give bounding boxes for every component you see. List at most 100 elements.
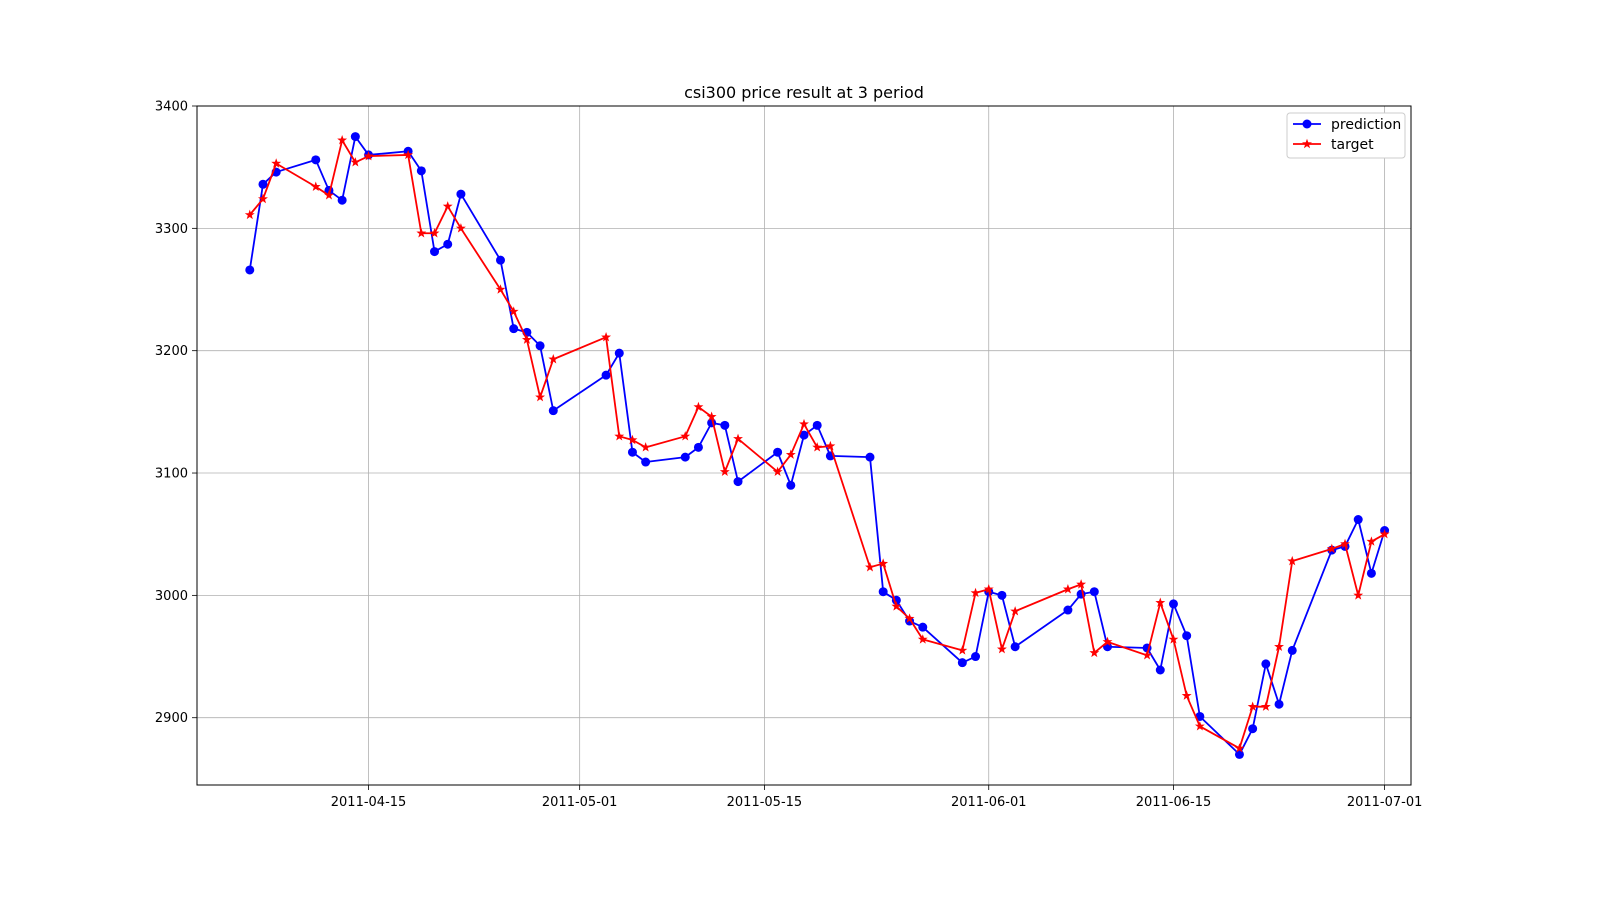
prediction-point [443, 239, 453, 249]
target-point [350, 157, 361, 167]
x-tick-label: 2011-07-01 [1347, 795, 1423, 810]
target-point [548, 354, 559, 364]
prediction-point [918, 622, 928, 632]
prediction-point [693, 442, 703, 452]
target-point [508, 306, 519, 316]
target-point [244, 209, 255, 220]
y-tick-label: 3000 [155, 589, 188, 604]
target-point [442, 201, 453, 211]
y-tick-label: 3100 [155, 467, 188, 482]
target-point [1260, 701, 1271, 711]
target-point [627, 434, 638, 445]
target-point [1062, 584, 1073, 594]
y-tick-label: 3400 [155, 100, 188, 115]
prediction-point [430, 247, 440, 257]
prediction-point [416, 166, 426, 176]
prediction-point [337, 195, 347, 205]
prediction-point [1353, 515, 1363, 525]
x-tick-label: 2011-05-01 [542, 795, 618, 810]
target-point [535, 391, 546, 402]
target-point [1366, 536, 1377, 546]
prediction-point [720, 420, 730, 430]
legend-prediction-marker [1302, 119, 1312, 129]
target-point [1168, 634, 1179, 644]
prediction-point [1366, 568, 1376, 578]
target-point [1181, 690, 1192, 700]
y-tick-label: 3200 [155, 344, 188, 359]
prediction-point [535, 341, 545, 351]
prediction-point [311, 155, 321, 165]
target-point [1234, 743, 1245, 753]
target-point [324, 190, 334, 200]
target-point [640, 442, 651, 452]
prediction-point [971, 652, 981, 662]
prediction-point [496, 255, 505, 265]
prediction-point [997, 590, 1007, 600]
target-point [785, 449, 796, 459]
target-point [680, 431, 691, 441]
target-point [271, 158, 282, 168]
target-point [258, 193, 268, 204]
x-tick-label: 2011-05-15 [727, 795, 803, 810]
target-point [1010, 606, 1021, 616]
prediction-point [1063, 605, 1073, 615]
target-point [996, 644, 1007, 654]
target-point [917, 634, 928, 644]
prediction-point [733, 477, 743, 487]
target-point [733, 433, 743, 443]
target-point [1247, 701, 1258, 711]
grid-lines [197, 105, 1411, 785]
target-point [957, 645, 968, 655]
target-point [865, 562, 875, 572]
target-point [1287, 555, 1298, 566]
chart-title: csi300 price result at 3 period [684, 83, 924, 102]
prediction-point [1168, 599, 1178, 609]
target-point [1326, 543, 1337, 554]
prediction-point [245, 265, 255, 275]
target-point [1142, 650, 1153, 660]
target-point [825, 440, 836, 451]
axis-ticks: 2900 3000 3100 3200 3300 3400 2011-04-15 2011-0… [155, 100, 1422, 811]
target-point [521, 334, 532, 344]
x-tick-label: 2011-06-01 [951, 795, 1027, 810]
prediction-point [1089, 587, 1099, 597]
prediction-point [799, 430, 809, 440]
legend-target-marker [1302, 138, 1312, 149]
target-point [1379, 529, 1390, 539]
target-point [1194, 721, 1205, 731]
target-point [1340, 538, 1350, 549]
target-point [1076, 579, 1087, 589]
target-point [878, 558, 889, 568]
plot-series [244, 132, 1390, 759]
target-point [363, 150, 374, 161]
target-point [455, 223, 466, 233]
prediction-point [627, 447, 637, 457]
target-point [495, 284, 506, 294]
prediction-point [865, 452, 875, 462]
target-point [891, 601, 902, 611]
prediction-point [641, 457, 651, 467]
prediction-point [1195, 711, 1205, 721]
prediction-point [350, 132, 360, 142]
target-point [1155, 597, 1166, 607]
prediction-point [878, 587, 888, 597]
prediction-point [957, 658, 967, 668]
target-point [1102, 636, 1113, 647]
plot-area-frame [196, 105, 1412, 786]
target-point [693, 401, 704, 412]
prediction-point [456, 189, 466, 199]
target-point [706, 411, 717, 421]
target-point [601, 332, 612, 342]
target-point [416, 228, 427, 238]
target-point [812, 442, 823, 452]
prediction-point [1010, 642, 1020, 652]
target-point [337, 135, 348, 145]
target-point [970, 587, 981, 598]
prediction-point [1234, 749, 1244, 759]
x-tick-label: 2011-06-15 [1136, 795, 1212, 810]
prediction-point [509, 324, 519, 334]
prediction-point [1261, 659, 1271, 669]
prediction-point [1182, 631, 1192, 641]
prediction-point [812, 420, 822, 430]
